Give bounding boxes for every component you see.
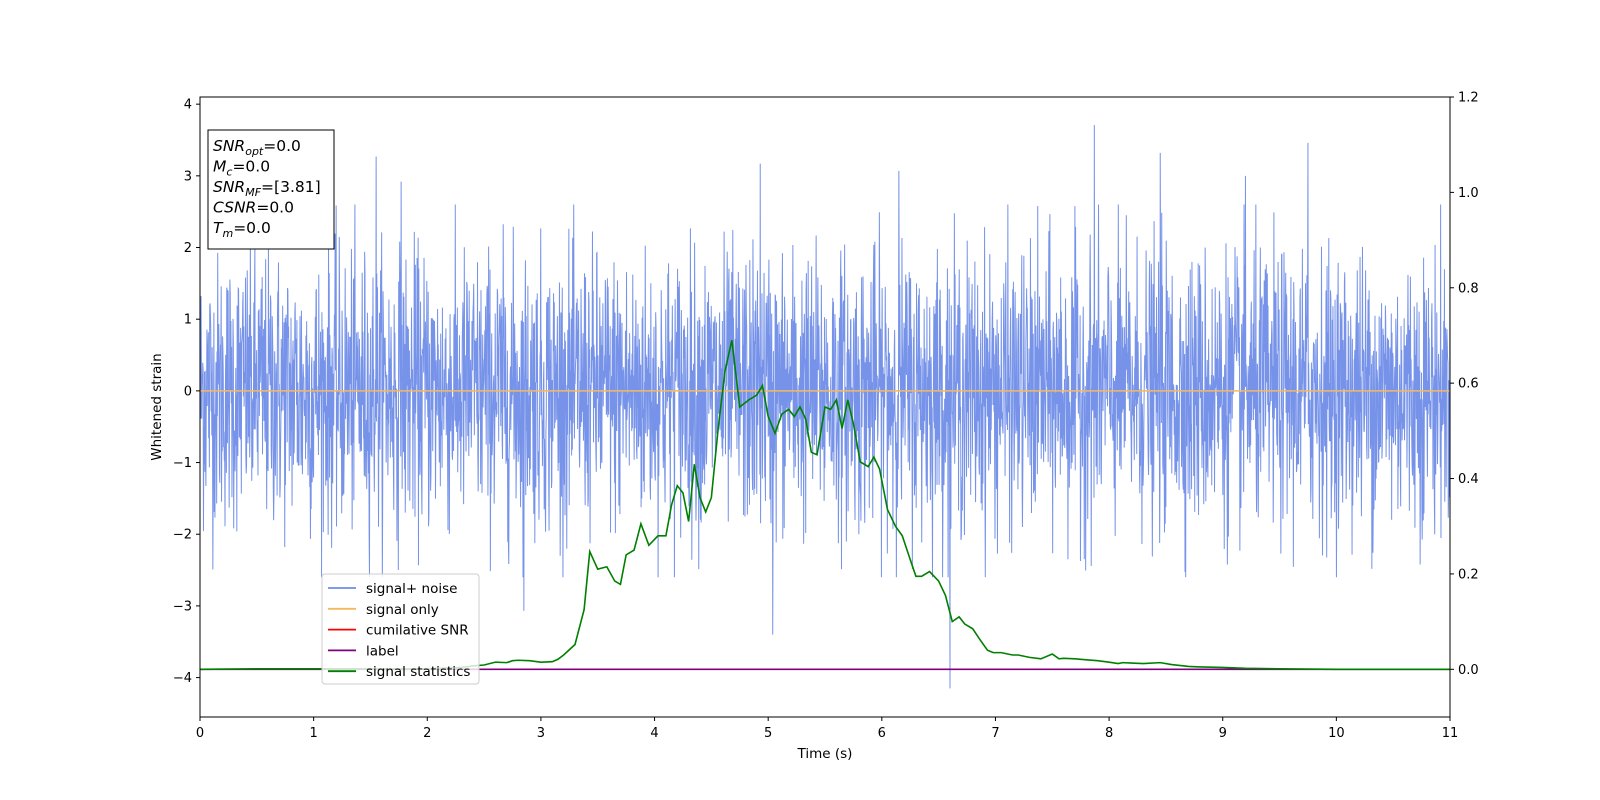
y-left-tick-label: 2 — [184, 241, 192, 256]
legend-label: cumilative SNR — [366, 623, 469, 639]
x-tick-label: 7 — [991, 726, 999, 741]
info-box-line: SNRopt=0.0 — [213, 137, 301, 158]
info-box-line: Mc=0.0 — [213, 158, 270, 179]
x-tick-label: 9 — [1219, 726, 1227, 741]
x-tick-label: 3 — [537, 726, 545, 741]
x-tick-label: 6 — [878, 726, 886, 741]
info-box-line: Tm=0.0 — [213, 219, 271, 240]
y-right-tick-label: 0.0 — [1458, 663, 1479, 678]
x-tick-label: 0 — [196, 726, 204, 741]
y-left-tick-label: −4 — [173, 671, 192, 686]
signal-statistics-line — [199, 340, 1450, 671]
x-axis-label: Time (s) — [797, 746, 853, 762]
y-right-tick-label: 1.0 — [1458, 186, 1479, 201]
y-right-tick-label: 1.2 — [1458, 91, 1479, 106]
info-box-line: CSNR=0.0 — [213, 199, 294, 217]
y-left-tick-label: −1 — [173, 456, 192, 471]
y-left-tick-label: 1 — [184, 313, 192, 328]
legend-frame — [321, 573, 480, 685]
y-left-tick-label: 3 — [184, 169, 192, 184]
y-right-tick-label: 0.6 — [1458, 377, 1479, 392]
x-axis: 0 1 2 3 4 5 6 7 8 9 10 11 — [196, 717, 1458, 741]
signal-noise-series — [199, 124, 1451, 689]
info-box-frame — [207, 129, 335, 250]
x-tick-label: 10 — [1328, 726, 1345, 741]
legend-label: signal+ noise — [366, 581, 457, 597]
x-tick-label: 5 — [764, 726, 772, 741]
legend-label: label — [366, 643, 399, 659]
x-tick-label: 11 — [1442, 726, 1459, 741]
legend-label: signal only — [366, 602, 439, 618]
signal-noise-line — [199, 124, 1451, 689]
plot-frame — [199, 96, 1451, 718]
x-tick-label: 2 — [423, 726, 431, 741]
y-axis-right: 0.0 0.2 0.4 0.6 0.8 1.0 1.2 — [1450, 91, 1479, 678]
y-right-tick-label: 0.2 — [1458, 567, 1479, 582]
x-tick-label: 4 — [650, 726, 658, 741]
y-axis-left: −4 −3 −2 −1 0 1 2 3 4 — [173, 98, 200, 686]
y-right-tick-label: 0.8 — [1458, 281, 1479, 296]
y-axis-label: Whitened strain — [149, 353, 165, 460]
x-tick-label: 1 — [309, 726, 317, 741]
y-left-tick-label: 4 — [184, 98, 192, 113]
legend: signal+ noise signal only cumilative SNR la… — [321, 573, 480, 685]
legend-label: signal statistics — [366, 664, 470, 680]
info-box-line: SNRMF=[3.81] — [213, 178, 321, 199]
y-left-tick-label: 0 — [184, 384, 192, 399]
y-right-tick-label: 0.4 — [1458, 472, 1479, 487]
x-tick-label: 8 — [1105, 726, 1113, 741]
y-left-tick-label: −2 — [173, 528, 192, 543]
y-left-tick-label: −3 — [173, 599, 192, 614]
